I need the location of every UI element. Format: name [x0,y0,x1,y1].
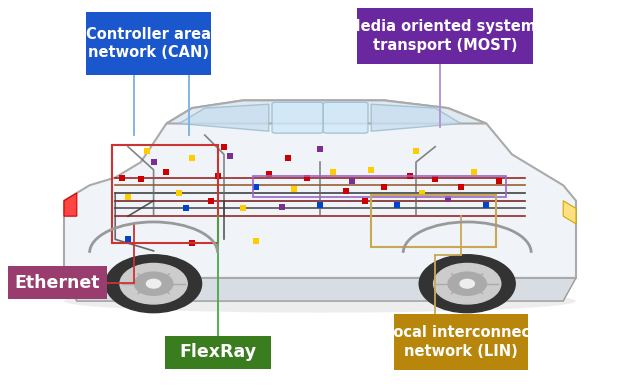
Polygon shape [179,104,269,131]
Text: FlexRay: FlexRay [179,343,257,361]
Circle shape [120,263,187,304]
Bar [112,145,218,243]
Polygon shape [166,100,486,124]
Circle shape [419,255,515,313]
FancyBboxPatch shape [86,12,211,75]
FancyBboxPatch shape [272,102,323,133]
Polygon shape [371,104,461,131]
Circle shape [460,279,474,288]
Polygon shape [64,193,77,216]
Circle shape [147,279,161,288]
Polygon shape [64,278,576,301]
Ellipse shape [64,290,576,313]
Circle shape [134,272,173,295]
FancyBboxPatch shape [357,8,533,64]
Polygon shape [563,201,576,224]
Text: Local interconnect
network (LIN): Local interconnect network (LIN) [384,325,538,359]
Circle shape [106,255,202,313]
Circle shape [434,263,501,304]
Polygon shape [64,100,576,278]
FancyBboxPatch shape [394,314,528,370]
FancyBboxPatch shape [323,102,368,133]
Bar [371,195,496,247]
Circle shape [448,272,486,295]
Text: Ethernet: Ethernet [15,274,100,292]
FancyBboxPatch shape [8,266,107,299]
FancyBboxPatch shape [165,336,271,369]
Text: Controller area
network (CAN): Controller area network (CAN) [86,27,211,60]
Text: Media oriented systems
transport (MOST): Media oriented systems transport (MOST) [346,19,545,52]
Bar [253,176,506,197]
